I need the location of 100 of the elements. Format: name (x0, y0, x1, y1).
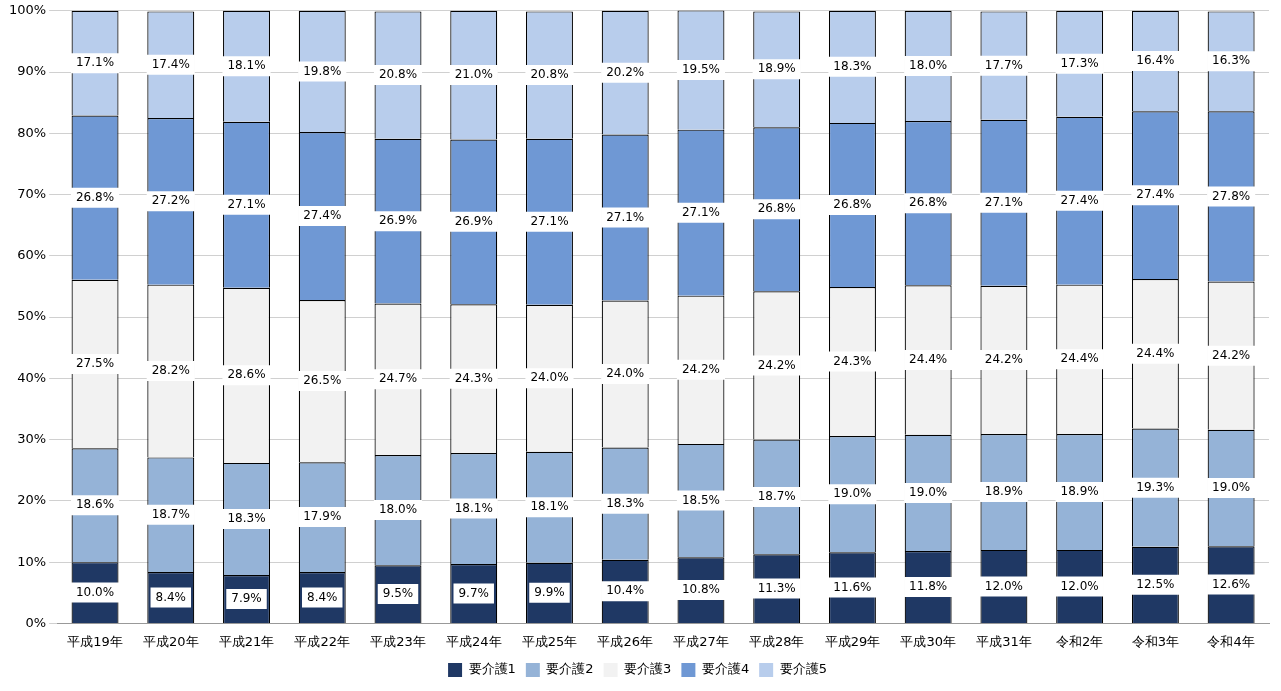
data-label: 27.4% (303, 208, 342, 223)
data-label: 19.8% (303, 63, 342, 78)
data-label: 18.7% (757, 489, 796, 504)
y-tick-label: 100% (8, 2, 47, 18)
data-label: 24.3% (833, 353, 872, 368)
x-tick-label: 平成30年 (900, 633, 956, 649)
x-tick-label: 平成25年 (521, 633, 578, 649)
y-tick-label: 80% (17, 124, 47, 140)
data-label: 18.1% (530, 499, 569, 514)
data-label: 9.5% (382, 586, 414, 601)
data-label: 27.8% (1212, 188, 1251, 203)
data-label: 18.7% (151, 506, 190, 521)
data-label: 17.1% (75, 55, 115, 70)
data-label: 18.9% (1060, 484, 1099, 499)
data-label: 26.8% (75, 189, 115, 204)
data-label: 10.0% (75, 584, 115, 599)
data-label: 10.4% (606, 583, 645, 598)
data-label: 21.0% (454, 67, 493, 82)
y-tick-label: 20% (17, 492, 47, 508)
x-tick-label: 平成21年 (218, 633, 275, 649)
data-label: 19.0% (833, 486, 872, 501)
data-label: 24.7% (378, 371, 418, 386)
data-label: 11.3% (757, 580, 796, 595)
data-label: 17.9% (303, 509, 342, 524)
y-tick-label: 10% (17, 553, 47, 569)
data-label: 7.9% (231, 591, 262, 606)
data-label: 27.1% (681, 204, 721, 219)
data-label: 18.3% (606, 495, 645, 510)
data-label: 27.2% (151, 193, 190, 208)
data-label: 24.2% (1212, 347, 1251, 362)
legend-label: 要介護5 (779, 661, 827, 677)
data-label: 18.1% (454, 500, 493, 515)
data-label: 24.2% (681, 361, 721, 376)
data-label: 26.9% (454, 213, 493, 228)
data-label: 16.3% (1212, 53, 1251, 68)
x-tick-label: 平成26年 (597, 633, 653, 649)
legend-label: 要介護1 (468, 661, 516, 677)
legend-label: 要介護4 (701, 661, 750, 677)
data-label: 27.1% (227, 196, 266, 211)
y-tick-label: 60% (17, 247, 47, 263)
y-tick-label: 40% (17, 369, 47, 385)
data-label: 18.9% (757, 61, 796, 76)
data-label: 10.8% (681, 582, 721, 597)
x-tick-label: 令和3年 (1131, 633, 1180, 649)
data-label: 17.4% (151, 56, 190, 71)
x-tick-label: 平成28年 (748, 633, 805, 649)
x-tick-label: 平成24年 (445, 633, 502, 649)
data-label: 12.0% (1060, 578, 1099, 593)
x-tick-label: 平成20年 (143, 633, 199, 649)
data-label: 26.8% (833, 197, 872, 212)
data-label: 11.8% (909, 579, 948, 594)
data-label: 18.9% (984, 484, 1023, 499)
data-label: 9.7% (458, 585, 489, 600)
data-label: 12.5% (1136, 576, 1175, 591)
data-label: 24.4% (1060, 351, 1099, 366)
x-tick-label: 平成27年 (673, 633, 729, 649)
data-label: 9.9% (534, 584, 565, 599)
data-label: 19.0% (909, 485, 948, 500)
data-label: 11.6% (833, 579, 872, 594)
x-tick-label: 平成23年 (370, 633, 426, 649)
data-label: 18.3% (227, 511, 266, 526)
y-tick-label: 50% (17, 308, 47, 324)
y-tick-label: 30% (17, 430, 47, 446)
data-label: 27.4% (1136, 187, 1175, 202)
data-label: 20.8% (378, 67, 418, 82)
data-label: 18.3% (833, 58, 872, 73)
data-label: 19.0% (1212, 480, 1251, 495)
data-label: 16.4% (1136, 53, 1175, 68)
y-tick-label: 0% (25, 614, 47, 630)
data-label: 20.8% (530, 67, 569, 82)
data-label: 18.1% (227, 58, 266, 73)
data-label: 26.8% (909, 195, 948, 210)
y-tick-label: 90% (17, 63, 47, 79)
data-label: 24.2% (757, 357, 796, 372)
x-tick-label: 令和2年 (1056, 633, 1104, 649)
data-label: 12.0% (984, 578, 1023, 593)
legend-label: 要介護3 (624, 661, 672, 677)
data-label: 28.2% (151, 363, 190, 378)
data-label: 18.5% (681, 492, 721, 507)
data-label: 27.1% (606, 209, 645, 224)
data-label: 27.1% (984, 194, 1023, 209)
data-label: 26.8% (757, 201, 796, 216)
data-label: 19.3% (1136, 479, 1175, 494)
data-label: 18.0% (909, 58, 948, 73)
data-label: 17.7% (984, 57, 1023, 72)
x-tick-label: 平成22年 (294, 633, 351, 649)
data-label: 24.4% (909, 352, 948, 367)
data-label: 24.0% (530, 370, 569, 385)
data-label: 18.6% (75, 497, 115, 512)
data-label: 26.9% (378, 213, 418, 228)
x-tick-label: 平成31年 (976, 633, 1032, 649)
data-label: 24.0% (606, 366, 645, 381)
data-label: 28.6% (227, 367, 266, 382)
data-label: 18.0% (378, 502, 418, 517)
data-label: 17.3% (1060, 55, 1099, 70)
x-tick-label: 平成19年 (67, 633, 123, 649)
data-label: 8.4% (155, 589, 187, 604)
data-label: 27.5% (75, 356, 115, 371)
data-label: 27.1% (530, 213, 569, 228)
y-tick-label: 70% (17, 185, 47, 201)
